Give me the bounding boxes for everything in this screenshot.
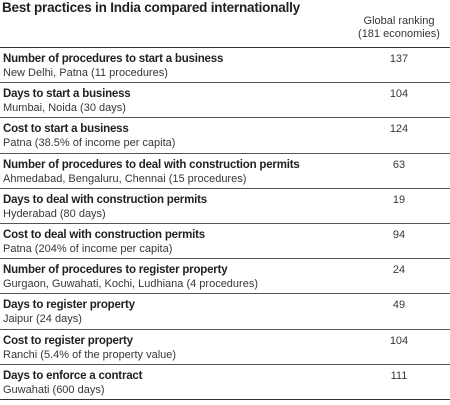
indicator-label: Cost to start a business — [3, 123, 129, 136]
indicator-label: Number of procedures to register propert… — [3, 264, 228, 277]
rankings-table: Number of procedures to start a business… — [0, 47, 450, 400]
column-header-line-2: (181 economies) — [358, 28, 440, 40]
global-rank-value: 24 — [392, 264, 406, 277]
best-practice-location: Gurgaon, Guwahati, Kochi, Ludhiana (4 pr… — [3, 278, 258, 291]
best-practice-location: Mumbai, Noida (30 days) — [3, 102, 126, 115]
global-rank-value: 19 — [392, 193, 406, 206]
indicator-label: Days to deal with construction permits — [3, 193, 207, 206]
indicator-label: Cost to register property — [3, 334, 133, 347]
table-row: Number of procedures to deal with constr… — [0, 154, 450, 189]
global-rank-value: 104 — [389, 88, 409, 101]
best-practice-location: Patna (204% of income per capita) — [3, 242, 173, 255]
table-row: Days to start a business Mumbai, Noida (… — [0, 83, 450, 119]
table-row: Number of procedures to register propert… — [0, 259, 450, 295]
indicator-label: Number of procedures to start a business — [3, 53, 224, 65]
global-rank-value: 104 — [389, 334, 409, 347]
indicator-label: Days to enforce a contract — [3, 369, 143, 382]
table-row: Cost to register property Ranchi (5.4% o… — [0, 330, 450, 365]
global-rank-value: 94 — [392, 228, 406, 241]
column-header-global-ranking: Global ranking (181 economies) — [354, 15, 444, 41]
best-practice-location: Ahmedabad, Bengaluru, Chennai (15 proced… — [3, 172, 247, 185]
indicator-label: Cost to deal with construction permits — [3, 228, 205, 241]
best-practice-location: Ranchi (5.4% of the property value) — [3, 348, 177, 361]
best-practice-location: New Delhi, Patna (11 procedures) — [3, 67, 168, 79]
global-rank-value: 49 — [392, 299, 406, 312]
global-rank-value: 124 — [389, 123, 409, 136]
indicator-label: Days to register property — [3, 299, 135, 312]
table-row: Number of procedures to start a business… — [0, 48, 450, 84]
best-practice-location: Jaipur (24 days) — [3, 313, 82, 326]
global-rank-value: 63 — [392, 158, 406, 171]
global-rank-value: 111 — [390, 369, 408, 382]
table-row: Cost to start a business Patna (38.5% of… — [0, 118, 450, 154]
best-practice-location: Hyderabad (80 days) — [3, 207, 106, 220]
table-row: Days to deal with construction permits H… — [0, 189, 450, 224]
page-title: Best practices in India compared interna… — [2, 0, 300, 15]
indicator-label: Days to start a business — [3, 88, 131, 101]
indicator-label: Number of procedures to deal with constr… — [3, 158, 300, 171]
global-rank-value: 137 — [389, 53, 409, 65]
table-row: Cost to deal with construction permits P… — [0, 224, 450, 260]
best-practice-location: Patna (38.5% of income per capita) — [3, 137, 176, 150]
column-header-line-1: Global ranking — [363, 15, 435, 27]
table-row: Days to register property Jaipur (24 day… — [0, 294, 450, 330]
table-row: Days to enforce a contract Guwahati (600… — [0, 365, 450, 400]
best-practice-location: Guwahati (600 days) — [3, 383, 105, 396]
